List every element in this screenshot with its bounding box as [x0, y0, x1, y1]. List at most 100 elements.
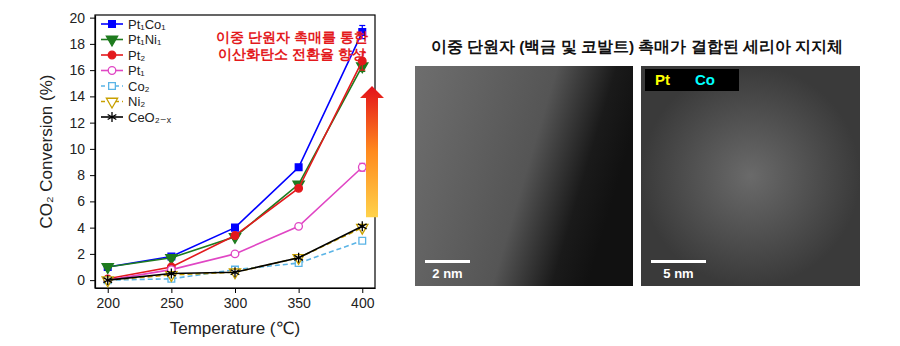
series	[104, 26, 365, 271]
x-tick-label: 200	[97, 295, 121, 311]
x-tick-mark	[171, 288, 172, 293]
marker	[359, 237, 366, 244]
scale-bar-label: 2 nm	[432, 266, 462, 281]
y-tick-label: 12	[69, 115, 85, 131]
marker	[295, 184, 303, 192]
y-tick: 20	[69, 10, 95, 26]
y-tick: 10	[69, 141, 95, 157]
y-tick: 2	[77, 246, 95, 262]
legend-item: Co₂	[101, 79, 150, 94]
x-tick-mark	[299, 288, 300, 293]
legend-marker	[108, 112, 117, 122]
legend-marker	[109, 83, 116, 90]
series	[102, 224, 368, 286]
y-axis-title: CO₂ Conversion (%)	[37, 75, 56, 229]
marker	[232, 224, 239, 231]
marker	[102, 264, 113, 274]
y-tick-label: 6	[77, 193, 85, 209]
scale-bar	[651, 260, 706, 263]
marker	[358, 221, 367, 231]
y-tick-label: 2	[77, 246, 85, 262]
images-title: 이중 단원자 (백금 및 코발트) 촉매가 결합된 세리아 지지체	[431, 38, 844, 55]
legend-item: Pt₁	[101, 63, 145, 78]
y-tick-label: 20	[69, 10, 85, 26]
y-tick: 12	[69, 115, 95, 131]
y-tick: 0	[77, 272, 95, 288]
element-legend-box	[645, 69, 739, 91]
y-tick-label: 14	[69, 88, 85, 104]
x-tick: 300	[224, 288, 248, 311]
marker	[231, 250, 239, 258]
y-axis: 02468101214161820	[69, 10, 95, 289]
error-bar-cap	[359, 70, 365, 71]
series	[104, 163, 366, 284]
legend-item: Pt₂	[101, 48, 145, 63]
y-tick-mark	[90, 280, 95, 281]
x-axis: 200 250 300 350 400	[96, 288, 376, 311]
y-tick: 18	[69, 36, 95, 52]
x-tick-mark	[362, 288, 363, 293]
y-tick-mark	[90, 149, 95, 150]
plot-area	[102, 26, 368, 287]
page-svg: 20025030035040002468101214161820Temperat…	[0, 0, 900, 346]
marker	[295, 164, 302, 171]
legend-label: Pt₁Ni₁	[128, 32, 162, 47]
legend-marker	[106, 98, 117, 108]
marker	[231, 267, 240, 277]
marker	[167, 269, 176, 279]
legend-label: Pt₁Co₁	[128, 17, 166, 32]
y-tick-label: 10	[69, 141, 85, 157]
marker	[295, 223, 303, 231]
x-tick: 400	[351, 288, 375, 311]
marker	[358, 163, 366, 171]
error-bar-cap	[359, 25, 365, 26]
y-tick-mark	[90, 18, 95, 19]
error-bar	[359, 163, 365, 171]
y-tick-mark	[90, 228, 95, 229]
legend-label: Ni₂	[128, 94, 145, 109]
element-legend-label: Pt	[655, 71, 670, 88]
legend-label: CeO₂₋ₓ	[128, 110, 172, 125]
annotation-arrow	[360, 86, 384, 217]
marker	[231, 232, 239, 240]
series	[102, 61, 368, 274]
y-tick-label: 18	[69, 36, 85, 52]
y-tick-mark	[90, 44, 95, 45]
x-tick-label: 300	[224, 295, 248, 311]
y-axis-line	[95, 16, 96, 289]
series-line	[108, 228, 363, 281]
marker	[294, 253, 303, 263]
legend: Pt₁Co₁Pt₁Ni₁Pt₂Pt₁Co₂Ni₂CeO₂₋ₓ	[101, 17, 172, 125]
scale-bar	[425, 260, 470, 263]
y-tick-mark	[90, 70, 95, 71]
legend-marker	[109, 21, 116, 28]
x-tick: 250	[160, 288, 184, 311]
y-tick-mark	[90, 96, 95, 97]
series	[104, 52, 366, 283]
marker	[103, 275, 112, 285]
y-tick-label: 0	[77, 272, 85, 288]
series-line	[108, 66, 363, 267]
y-tick: 16	[69, 62, 95, 78]
plot-frame	[95, 15, 375, 288]
legend-label: Co₂	[128, 79, 150, 94]
annotation-text: 이산화탄소 전환율 향상	[218, 47, 366, 62]
legend-item: Ni₂	[101, 94, 145, 109]
x-axis-title: Temperature (℃)	[170, 319, 301, 338]
x-tick-label: 350	[287, 295, 311, 311]
legend-item: Pt₁Ni₁	[101, 32, 162, 47]
x-tick-label: 400	[351, 295, 375, 311]
image-area	[415, 66, 633, 286]
y-tick-label: 16	[69, 62, 85, 78]
series	[103, 221, 366, 285]
image-panel: 5 nmPtCo	[641, 66, 860, 286]
legend-label: Pt₂	[128, 48, 145, 63]
scale-bar-label: 5 nm	[663, 266, 693, 281]
series-line	[108, 32, 363, 267]
x-tick-mark	[235, 288, 236, 293]
y-tick-mark	[90, 201, 95, 202]
x-tick-mark	[108, 288, 109, 293]
y-tick-mark	[90, 254, 95, 255]
y-tick: 8	[77, 167, 95, 183]
legend-item: CeO₂₋ₓ	[101, 110, 172, 125]
